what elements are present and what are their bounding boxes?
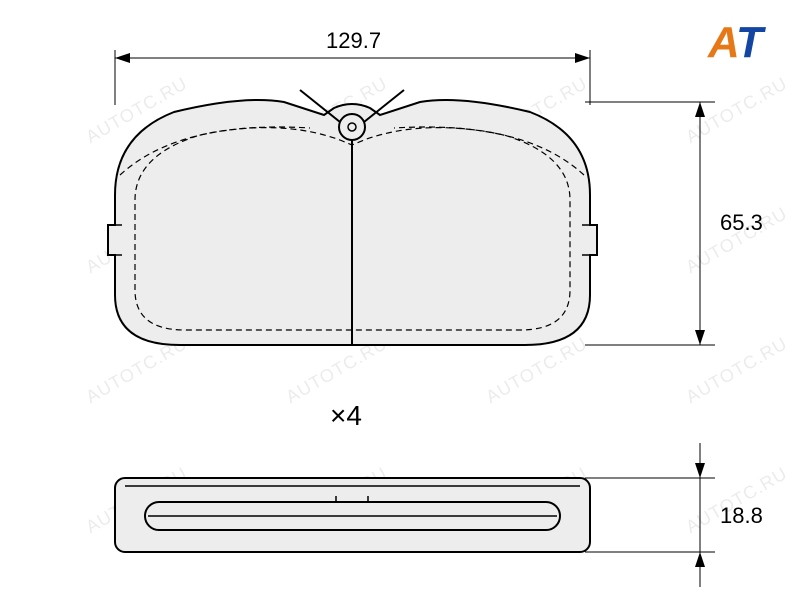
quantity-label: ×4 [330,400,362,432]
dim-height [585,102,715,345]
diagram-canvas: AUTOTC.RUAUTOTC.RUAUTOTC.RUAUTOTC.RUAUTO… [0,0,800,600]
brake-pad-side [115,478,590,552]
dim-thickness-label: 18.8 [720,503,763,529]
brake-pad-front [108,90,597,345]
technical-drawing [0,0,800,600]
dim-height-label: 65.3 [720,210,763,236]
dim-width [115,50,590,105]
dim-thickness [585,443,715,587]
dim-width-label: 129.7 [326,28,381,54]
